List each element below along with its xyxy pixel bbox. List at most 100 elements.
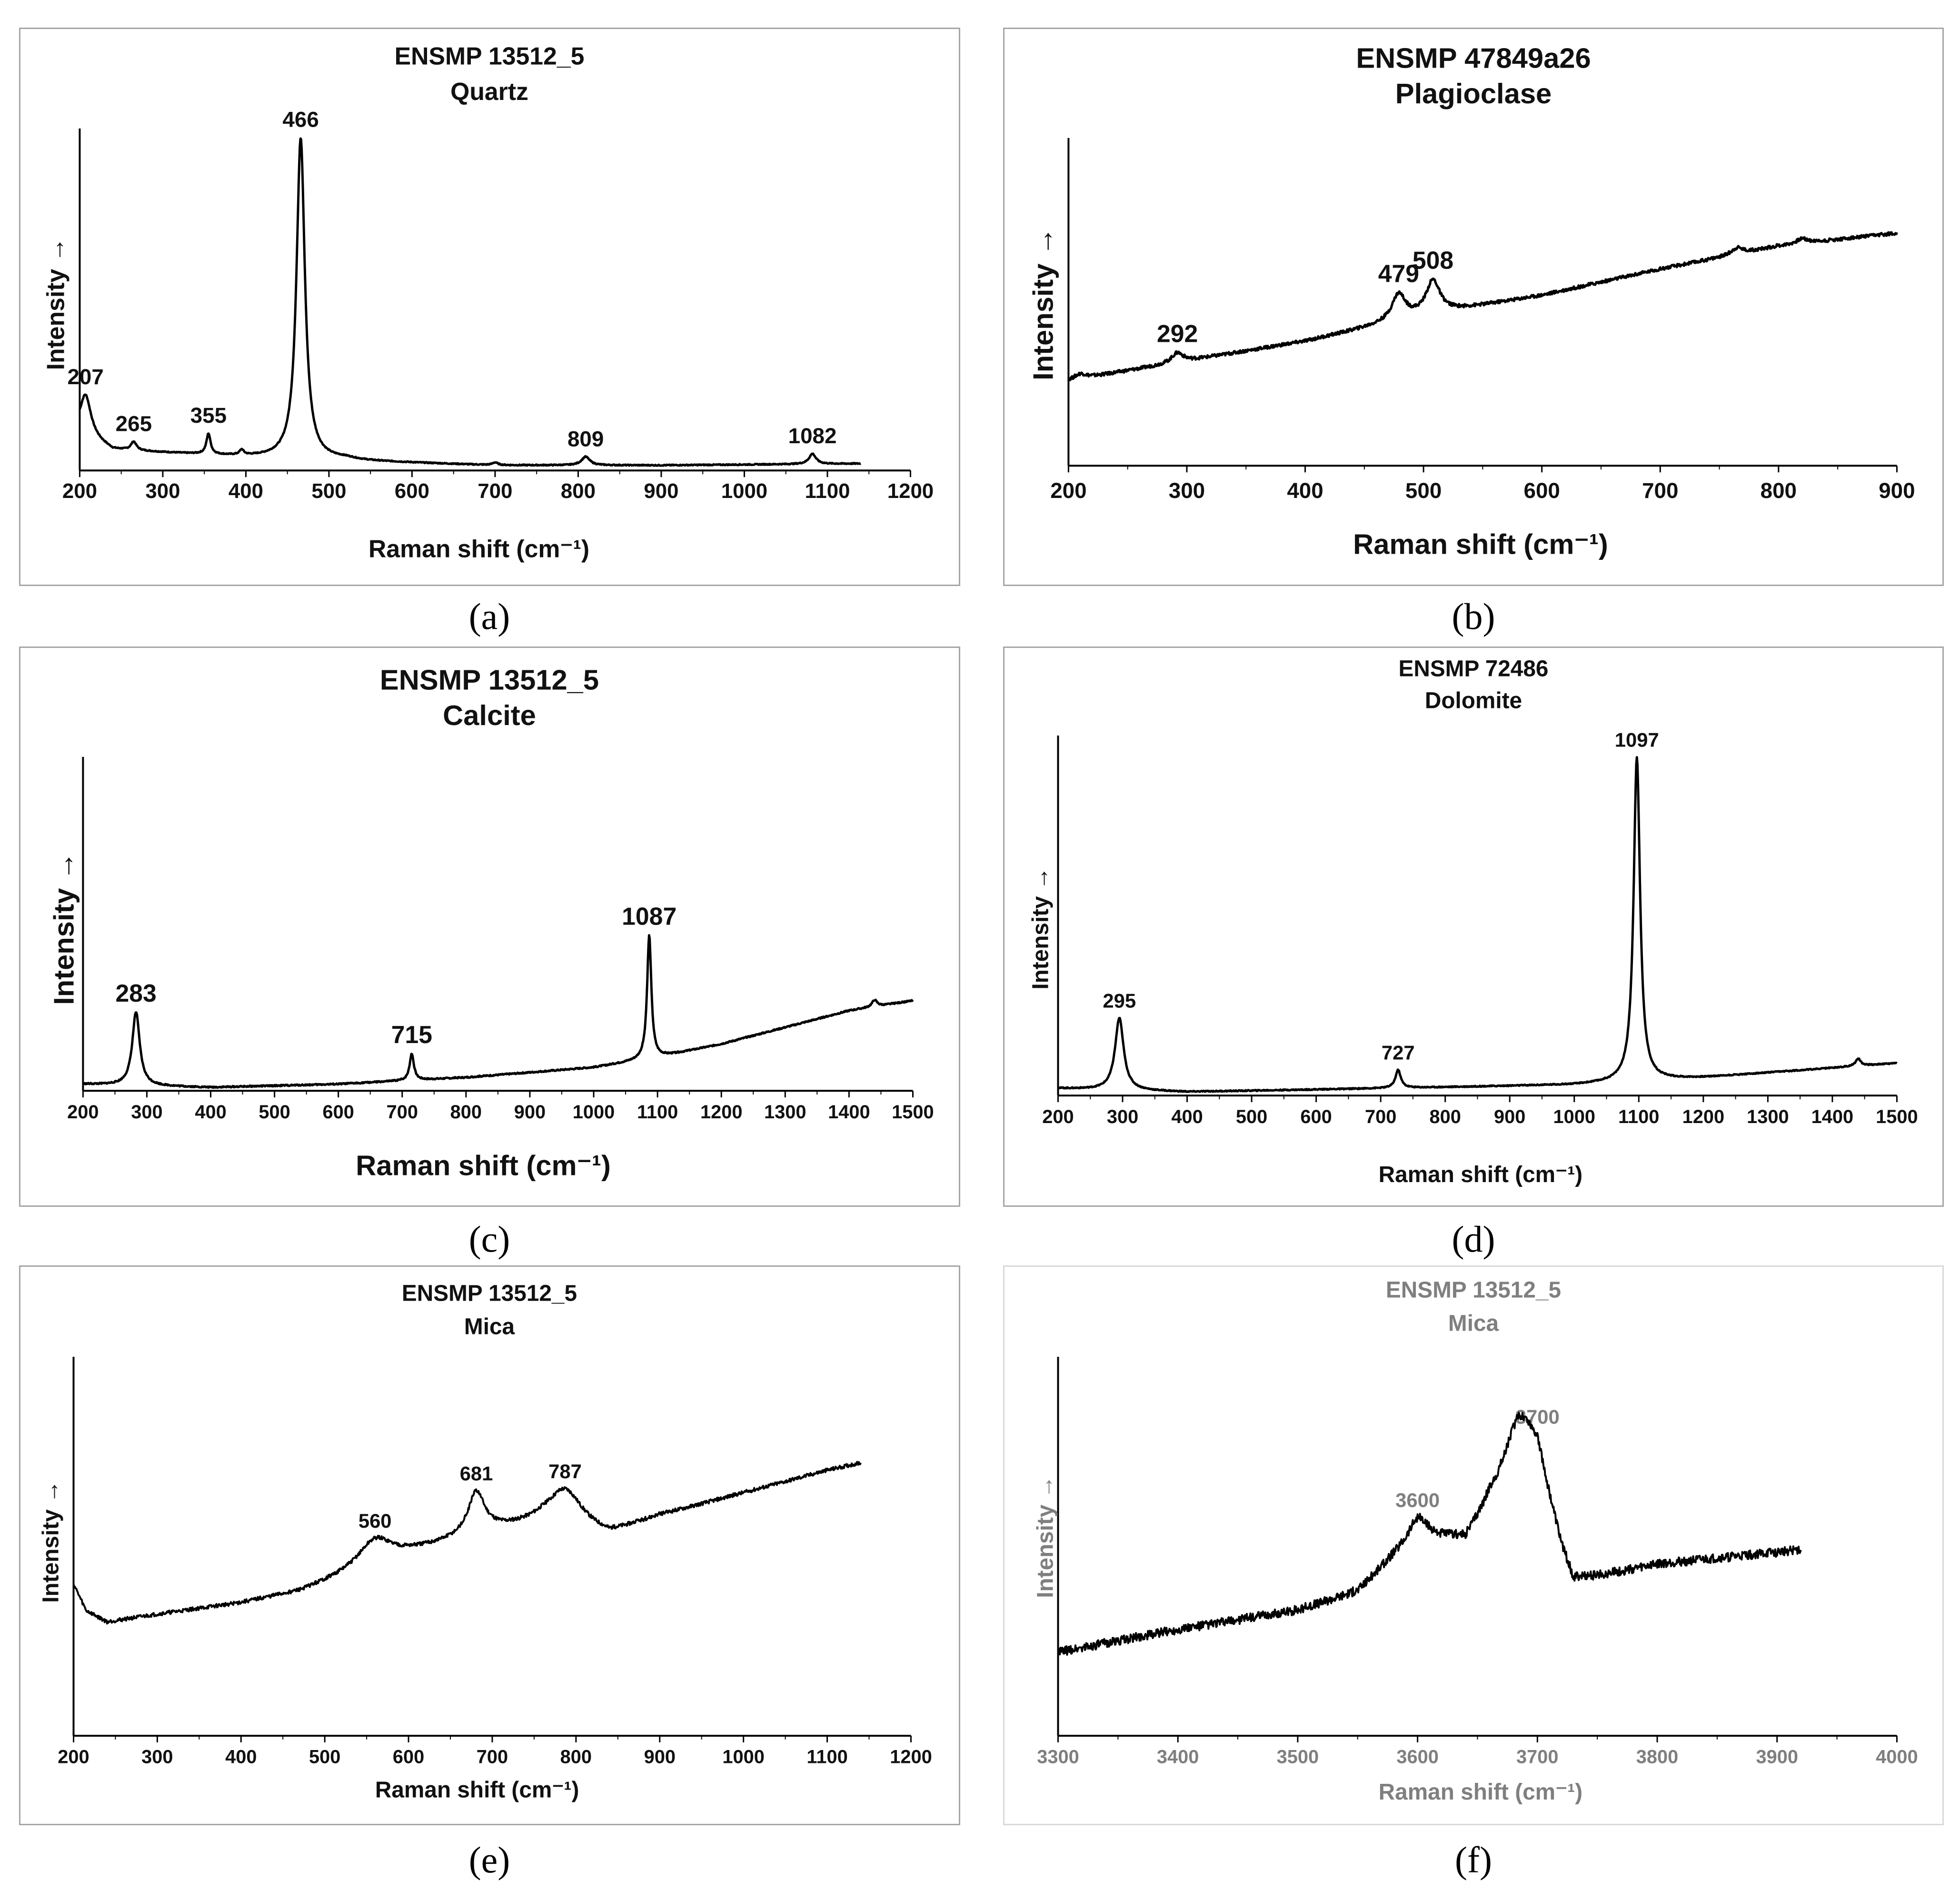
x-tick-label: 1000 [1553,1106,1596,1127]
x-axis-label: Raman shift (cm⁻¹) [1353,528,1608,560]
chart-f: ENSMP 13512_5 Mica 3300 3400 3500 3600 3700 3… [1033,1278,1918,1805]
peak-label: 3600 [1395,1489,1440,1511]
x-tick-label: 1100 [637,1102,678,1123]
x-axis-label: Raman shift (cm⁻¹) [368,535,589,562]
y-axis-label: Intensity → [1027,227,1059,380]
peak-label: 479 [1378,259,1419,287]
x-axis-label: Raman shift (cm⁻¹) [1379,1162,1582,1187]
series-line [1057,756,1898,1093]
chart-e: ENSMP 13512_5 Mica 200 300 400 500 600 700 800… [39,1281,932,1803]
x-tick-label: 1500 [892,1102,934,1123]
x-tick-label: 3700 [1516,1747,1559,1768]
peak-label: 1082 [788,424,837,448]
x-tick-label: 800 [561,479,596,503]
x-tick-label: 3300 [1037,1747,1079,1768]
x-tick-label: 500 [311,479,346,503]
x-tick-label: 1100 [805,479,850,503]
x-tick-label: 1400 [828,1102,870,1123]
series-line [1067,231,1898,381]
peak-label: 466 [282,108,318,132]
x-axis-label: Raman shift (cm⁻¹) [356,1149,611,1181]
peak-label: 207 [67,365,103,389]
x-tick-label: 400 [1287,478,1323,503]
x-tick-label: 900 [644,479,678,503]
x-tick-label: 500 [1236,1106,1267,1127]
x-tick-label: 3800 [1636,1747,1679,1768]
peak-label: 1087 [622,902,677,930]
x-tick-label: 1300 [764,1102,806,1123]
peak-label: 355 [190,403,227,428]
x-tick-label: 700 [1642,478,1678,503]
chart-a: ENSMP 13512_5 Quartz 200 300 400 500 600 700 8… [42,42,934,563]
chart-panel-d: ENSMP 72486 Dolomite 200 300 400 500 600 700 8… [1003,647,1944,1207]
peak-label: 787 [548,1460,582,1482]
series-line [79,137,862,467]
x-tick-label: 3600 [1396,1747,1439,1768]
x-tick-label: 300 [1169,478,1205,503]
series-line [82,934,914,1089]
chart-title: ENSMP 13512_5 [1386,1278,1561,1303]
x-tick-label: 400 [195,1102,226,1123]
chart-b: ENSMP 47849a26 Plagioclase 200 300 400 500 6… [1027,42,1915,560]
x-tick-label: 200 [1042,1106,1074,1127]
x-tick-label: 600 [393,1747,424,1768]
peak-label: 681 [460,1462,493,1484]
peak-label: 295 [1103,989,1136,1012]
chart-subtitle: Plagioclase [1395,78,1552,109]
x-tick-label: 300 [145,479,180,503]
x-tick-label: 1300 [1747,1106,1789,1127]
chart-title: ENSMP 72486 [1399,657,1549,682]
series-line [1057,1412,1802,1656]
x-tick-label: 400 [1171,1106,1203,1127]
peak-label: 292 [1157,320,1198,348]
peak-label: 265 [116,411,152,436]
x-tick-label: 1400 [1811,1106,1854,1127]
chart-subtitle: Dolomite [1425,688,1522,713]
y-axis-label: Intensity → [48,852,80,1005]
x-tick-label: 1500 [1876,1106,1918,1127]
chart-d: ENSMP 72486 Dolomite 200 300 400 500 600 700 8… [1028,657,1918,1188]
x-tick-label: 600 [1524,478,1560,503]
peak-label: 283 [116,979,157,1007]
x-tick-label: 1000 [722,1747,765,1768]
x-tick-label: 1000 [573,1102,615,1123]
peak-label: 809 [567,427,604,451]
chart-panel-c: ENSMP 13512_5 Calcite 200 300 400 500 600 700… [19,647,960,1207]
x-axis-label: Raman shift (cm⁻¹) [1379,1780,1582,1805]
chart-subtitle: Quartz [450,78,528,105]
chart-panel-f: ENSMP 13512_5 Mica 3300 3400 3500 3600 3700 3… [1003,1265,1944,1825]
x-tick-label: 300 [1107,1106,1138,1127]
x-tick-label: 1200 [1682,1106,1725,1127]
x-tick-label: 200 [62,479,97,503]
peak-label: 560 [358,1510,392,1532]
chart-title: ENSMP 13512_5 [380,664,599,696]
chart-panel-b: ENSMP 47849a26 Plagioclase 200 300 400 500 6… [1003,28,1944,586]
peak-label: 508 [1413,246,1453,274]
x-tick-label: 700 [1365,1106,1396,1127]
caption-c: (c) [468,1218,510,1260]
x-tick-label: 800 [1430,1106,1461,1127]
x-tick-label: 500 [1405,478,1442,503]
x-tick-label: 700 [387,1102,418,1123]
chart-title: ENSMP 13512_5 [402,1281,577,1306]
x-tick-label: 900 [644,1747,676,1768]
chart-c: ENSMP 13512_5 Calcite 200 300 400 500 600 700… [48,664,934,1182]
x-tick-label: 3900 [1756,1747,1798,1768]
caption-e: (e) [468,1839,510,1880]
x-tick-label: 600 [395,479,429,503]
x-tick-label: 3500 [1277,1747,1319,1768]
chart-title: ENSMP 13512_5 [395,42,585,70]
x-tick-label: 900 [1879,478,1915,503]
peak-label: 727 [1382,1041,1415,1064]
x-tick-label: 200 [67,1102,99,1123]
y-axis-label: Intensity → [39,1480,64,1602]
x-tick-label: 500 [259,1102,290,1123]
caption-d: (d) [1452,1218,1495,1260]
y-axis-label: Intensity → [1028,867,1054,989]
x-tick-label: 800 [1761,478,1797,503]
x-tick-label: 700 [477,1747,508,1768]
x-tick-label: 300 [141,1747,173,1768]
chart-subtitle: Mica [464,1314,515,1339]
x-tick-label: 800 [450,1102,482,1123]
x-tick-label: 800 [560,1747,592,1768]
